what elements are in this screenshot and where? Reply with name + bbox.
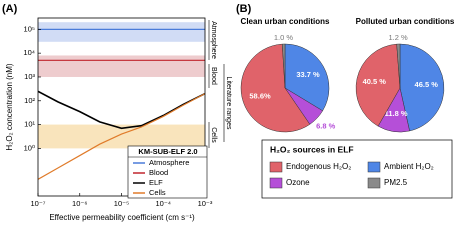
legend-label: Ambient H₂O₂ [384,162,434,171]
panel-label: (B) [236,3,252,15]
slice-label: 1.2 % [389,33,409,42]
panel-label: (A) [2,3,18,15]
legend-swatch [269,177,283,189]
series-line [38,90,205,130]
series-line [38,93,205,180]
annotation: Atmosphere [210,21,217,59]
y-axis-label: H₂O₂ concentration (nM) [5,63,14,150]
legend-swatch [367,177,381,189]
slice-label: 11.8 % [385,109,408,118]
pie-slice [281,43,286,89]
range-band [38,22,205,42]
legend-label: ELF [149,178,163,187]
y-tick-label: 10⁵ [24,24,35,33]
slice-label: 40.5 % [363,77,387,86]
annotation: Literature ranges [225,77,232,130]
legend-title: H₂O₂ sources in ELF [270,144,354,154]
legend-swatch [367,161,381,173]
y-tick-label: 10⁰ [24,143,35,152]
slice-label: 6.8 % [316,121,336,130]
legend-label: Atmosphere [149,158,189,167]
figure: (A) (B) H₂O₂ concentration (nM) Effectiv… [2,3,455,222]
slice-label: 33.7 % [296,70,320,79]
slice-label: 46.5 % [415,80,439,89]
y-tick-label: 10¹ [24,120,35,129]
y-tick-label: 10⁴ [23,48,35,57]
y-tick-label: 10³ [24,72,35,81]
slice-label: 58.6% [249,92,271,101]
pie-slice [399,43,445,132]
page: {"chart_data": [ {"type": "line", "panel… [2,2,455,223]
legend-swatch [269,161,283,173]
legend-label: PM2.5 [384,178,408,187]
x-tick-label: 10⁻⁴ [155,199,171,208]
legend-label: Ozone [286,178,310,187]
annotation: Blood [210,67,217,85]
legend-label: Cells [149,188,166,197]
annotation: Cells [210,127,217,143]
range-band [38,55,205,77]
pie-slice [240,43,311,133]
pie-title: Clean urban conditions [241,17,330,26]
legend-label: Blood [149,168,168,177]
pie-slice [396,43,401,89]
range-band [38,124,205,149]
x-axis-label: Effective permeability coefficient (cm s… [49,213,195,222]
legend-box [261,139,453,199]
x-tick-label: 10⁻⁷ [30,199,45,208]
legend-box [127,145,208,199]
y-tick-label: 10² [24,96,35,105]
slice-label: 1.0 % [274,33,294,42]
pie-slice [355,43,401,127]
x-tick-label: 10⁻⁶ [72,199,87,208]
x-tick-label: 10⁻³ [198,199,213,208]
legend-title: KM-SUB-ELF 2.0 [138,147,197,156]
x-tick-label: 10⁻⁵ [114,199,129,208]
legend-label: Endogenous H₂O₂ [286,162,351,171]
pie-slice [284,43,330,112]
pie-title: Polluted urban conditions [356,17,455,26]
